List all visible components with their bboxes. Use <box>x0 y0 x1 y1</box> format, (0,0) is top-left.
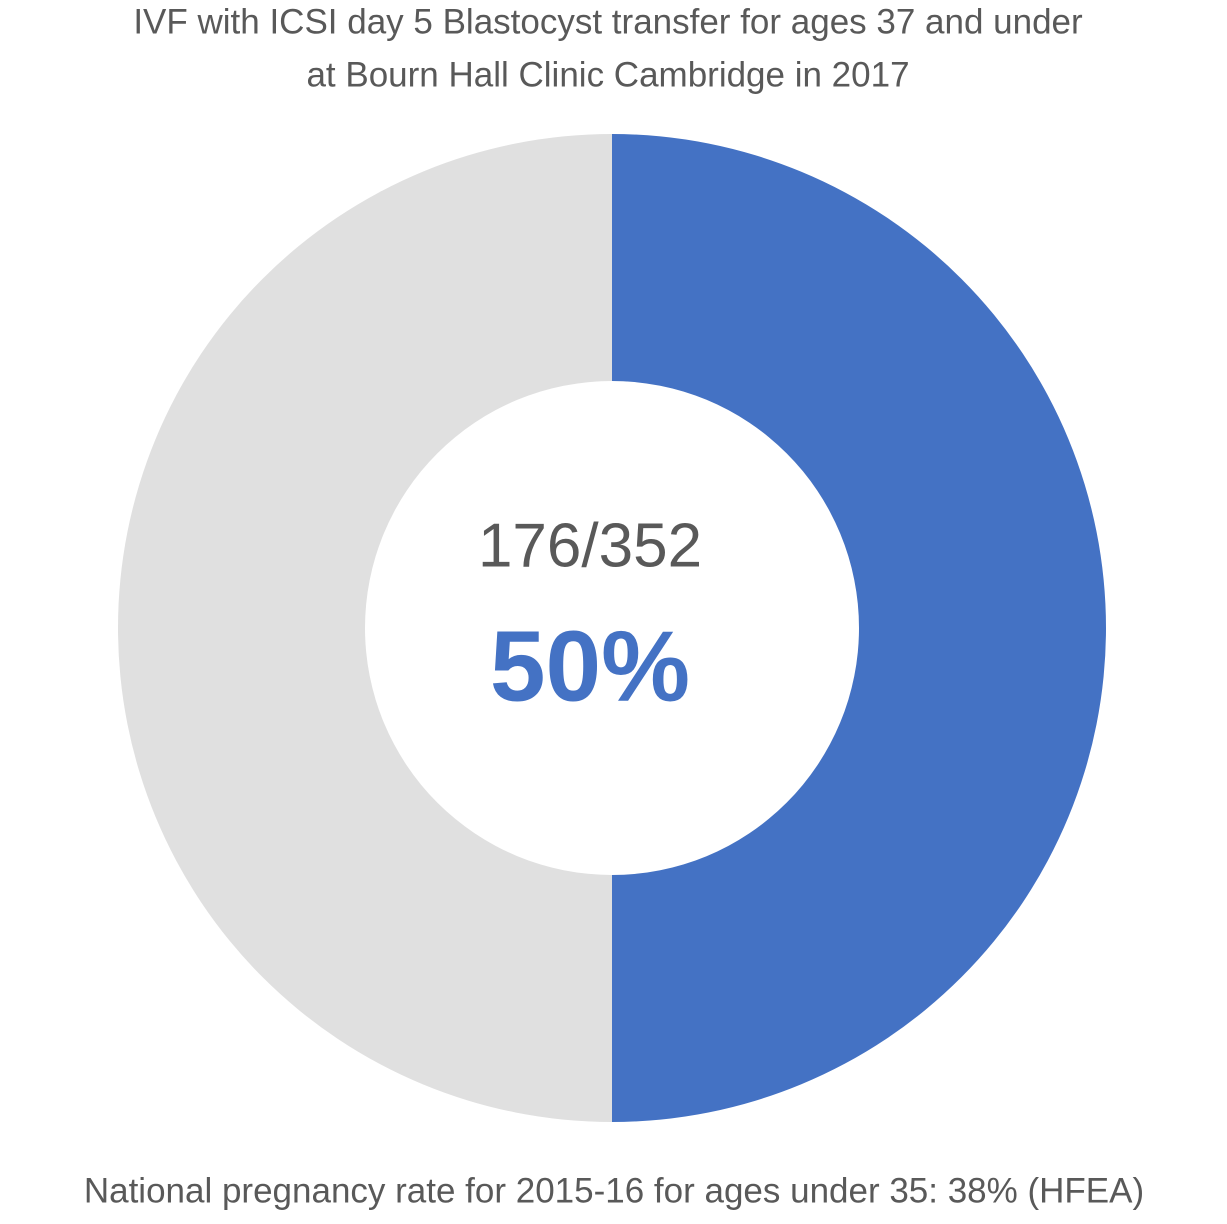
chart-title: at Bourn Hall Clinic Cambridge in 2017 <box>306 55 909 94</box>
caption: National pregnancy rate for 2015-16 for … <box>84 1171 1144 1210</box>
donut-segment <box>118 134 612 1122</box>
chart-title: IVF with ICSI day 5 Blastocyst transfer … <box>133 2 1083 41</box>
value-label: 50% <box>490 610 690 722</box>
donut-segment <box>612 134 1106 1122</box>
center-text: 176/352 <box>478 511 702 580</box>
donut <box>118 134 1106 1122</box>
